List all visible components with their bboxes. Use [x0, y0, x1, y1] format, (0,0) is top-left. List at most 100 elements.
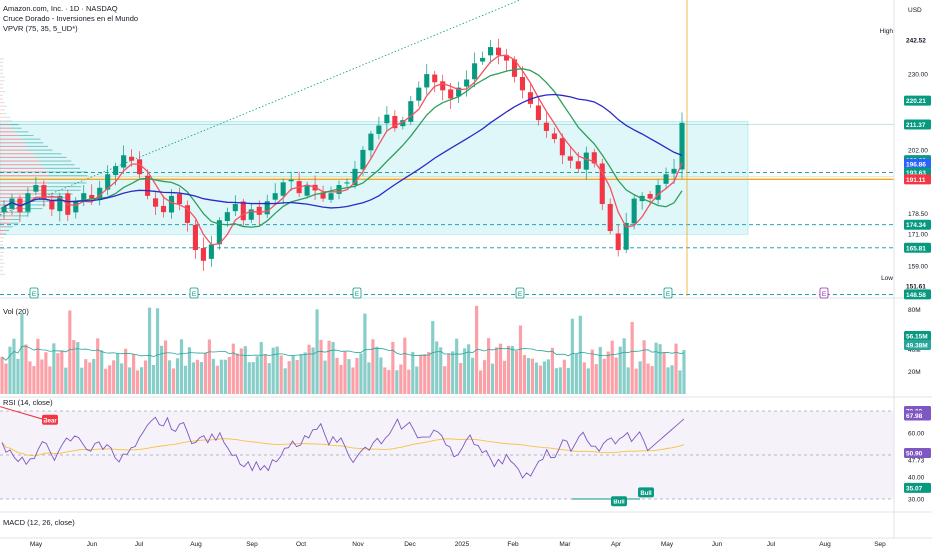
- vpvr-bar-down: [0, 131, 16, 132]
- volume-bar: [92, 359, 95, 394]
- vpvr-bar-up: [48, 182, 87, 183]
- price-badge: 196.86: [904, 159, 931, 169]
- vpvr-bar-down: [0, 139, 22, 140]
- vpvr-bar-up: [11, 219, 20, 220]
- volume-bar: [200, 362, 203, 394]
- vpvr-bar-up: [48, 175, 87, 176]
- vpvr-bar-down: [0, 146, 26, 147]
- volume-bar: [188, 347, 191, 394]
- volume-bar: [100, 350, 103, 394]
- earnings-marker[interactable]: E: [353, 288, 361, 298]
- volume-badge-text: 49.38M: [906, 343, 928, 350]
- candle-body: [201, 248, 206, 261]
- volume-bar: [658, 344, 661, 394]
- price-badge-text: 165.81: [906, 245, 926, 252]
- volume-bar: [427, 352, 430, 394]
- rsi-signal-label: Bear: [43, 418, 57, 424]
- earnings-marker[interactable]: E: [664, 288, 672, 298]
- price-badge: 211.37: [904, 120, 931, 130]
- price-badge: 165.81: [904, 243, 931, 253]
- volume-bar: [495, 347, 498, 394]
- volume-bar: [152, 365, 155, 394]
- vpvr-bar-up: [2, 69, 3, 70]
- currency-label: USD: [908, 7, 922, 14]
- candle-body: [233, 204, 238, 211]
- volume-bar: [359, 353, 362, 394]
- volume-badges: 56.15M 49.38M: [904, 331, 931, 350]
- rsi-pane[interactable]: Bear Bull Bull: [0, 407, 894, 507]
- earnings-marker[interactable]: E: [190, 288, 198, 298]
- volume-bar: [567, 368, 570, 394]
- candle-body: [679, 123, 684, 170]
- volume-bar: [575, 354, 578, 394]
- chart-canvas[interactable]: EEEEEE BearBullBull USD High Low 230.002…: [0, 0, 932, 550]
- volume-bar: [395, 370, 398, 394]
- vpvr-bar-up: [2, 266, 3, 267]
- volume-legend: Vol (20): [3, 307, 29, 316]
- vpvr-bar-down: [0, 98, 2, 99]
- volume-bar: [172, 368, 175, 394]
- candle-body: [488, 47, 493, 55]
- volume-bar: [204, 353, 207, 394]
- earnings-marker[interactable]: E: [516, 288, 524, 298]
- volume-bar: [371, 339, 374, 394]
- rsi-badge: 50.90: [904, 448, 931, 458]
- candle-body: [368, 134, 373, 151]
- vpvr-bar-down: [0, 95, 2, 96]
- volume-bar: [547, 359, 550, 394]
- volume-bar: [391, 342, 394, 394]
- vpvr-bar-down: [0, 241, 2, 242]
- candle-body: [137, 159, 142, 174]
- vpvr-bar-down: [0, 87, 2, 88]
- volume-bar: [611, 341, 614, 394]
- vpvr-bar-up: [6, 117, 11, 118]
- volume-bar: [64, 368, 67, 394]
- vpvr-bar-down: [0, 113, 3, 114]
- month-tick: Mar: [559, 541, 571, 548]
- volume-bar: [599, 347, 602, 394]
- earnings-marker[interactable]: E: [30, 288, 38, 298]
- volume-bar: [503, 361, 506, 394]
- volume-bar: [431, 321, 434, 394]
- volume-bar: [292, 356, 295, 394]
- earnings-marker[interactable]: E: [820, 288, 828, 298]
- volume-bar: [587, 368, 590, 394]
- vpvr-bar-down: [0, 193, 40, 194]
- month-tick: Oct: [296, 541, 306, 548]
- volume-bar: [96, 338, 99, 394]
- time-axis[interactable]: May Jun Jul Aug Sep Oct Nov Dec 2025 Feb Mar Apr May…: [0, 538, 932, 548]
- price-badge: 242.52: [904, 35, 931, 45]
- volume-bar: [615, 357, 618, 394]
- price-pane[interactable]: EEEEEE: [0, 0, 894, 298]
- vpvr-bar-up: [2, 255, 3, 256]
- earnings-markers[interactable]: EEEEEE: [30, 288, 828, 298]
- volume-pane[interactable]: [0, 306, 685, 394]
- volume-bar: [455, 339, 458, 394]
- candle-body: [281, 182, 286, 195]
- vpvr-bar-up: [22, 139, 40, 140]
- rsi-signal-label: Bull: [640, 491, 652, 497]
- volume-bar: [60, 350, 63, 394]
- volume-bar: [643, 340, 646, 394]
- vpvr-bar-up: [3, 234, 6, 235]
- volume-bar: [120, 363, 123, 394]
- vpvr-bar-down: [0, 69, 2, 70]
- vpvr-bar-down: [0, 102, 3, 103]
- volume-bar: [224, 360, 227, 394]
- price-badge-text: 220.21: [906, 98, 926, 105]
- month-tick: Dec: [404, 541, 416, 548]
- price-tick: 159.00: [908, 264, 928, 271]
- volume-tick: 20M: [908, 369, 921, 376]
- vpvr-bar-up: [2, 66, 3, 67]
- price-tick: 202.00: [908, 147, 928, 154]
- rsi-legend: RSI (14, close): [3, 398, 53, 407]
- price-badge-text: 174.34: [906, 222, 926, 229]
- vpvr-bar-up: [2, 95, 3, 96]
- candle-body: [664, 174, 669, 184]
- volume-bar: [168, 360, 171, 394]
- volume-bar: [16, 359, 19, 394]
- volume-bar: [156, 308, 159, 394]
- vpvr-bar-up: [10, 223, 18, 224]
- volume-bar: [423, 354, 426, 394]
- volume-bar: [44, 352, 47, 394]
